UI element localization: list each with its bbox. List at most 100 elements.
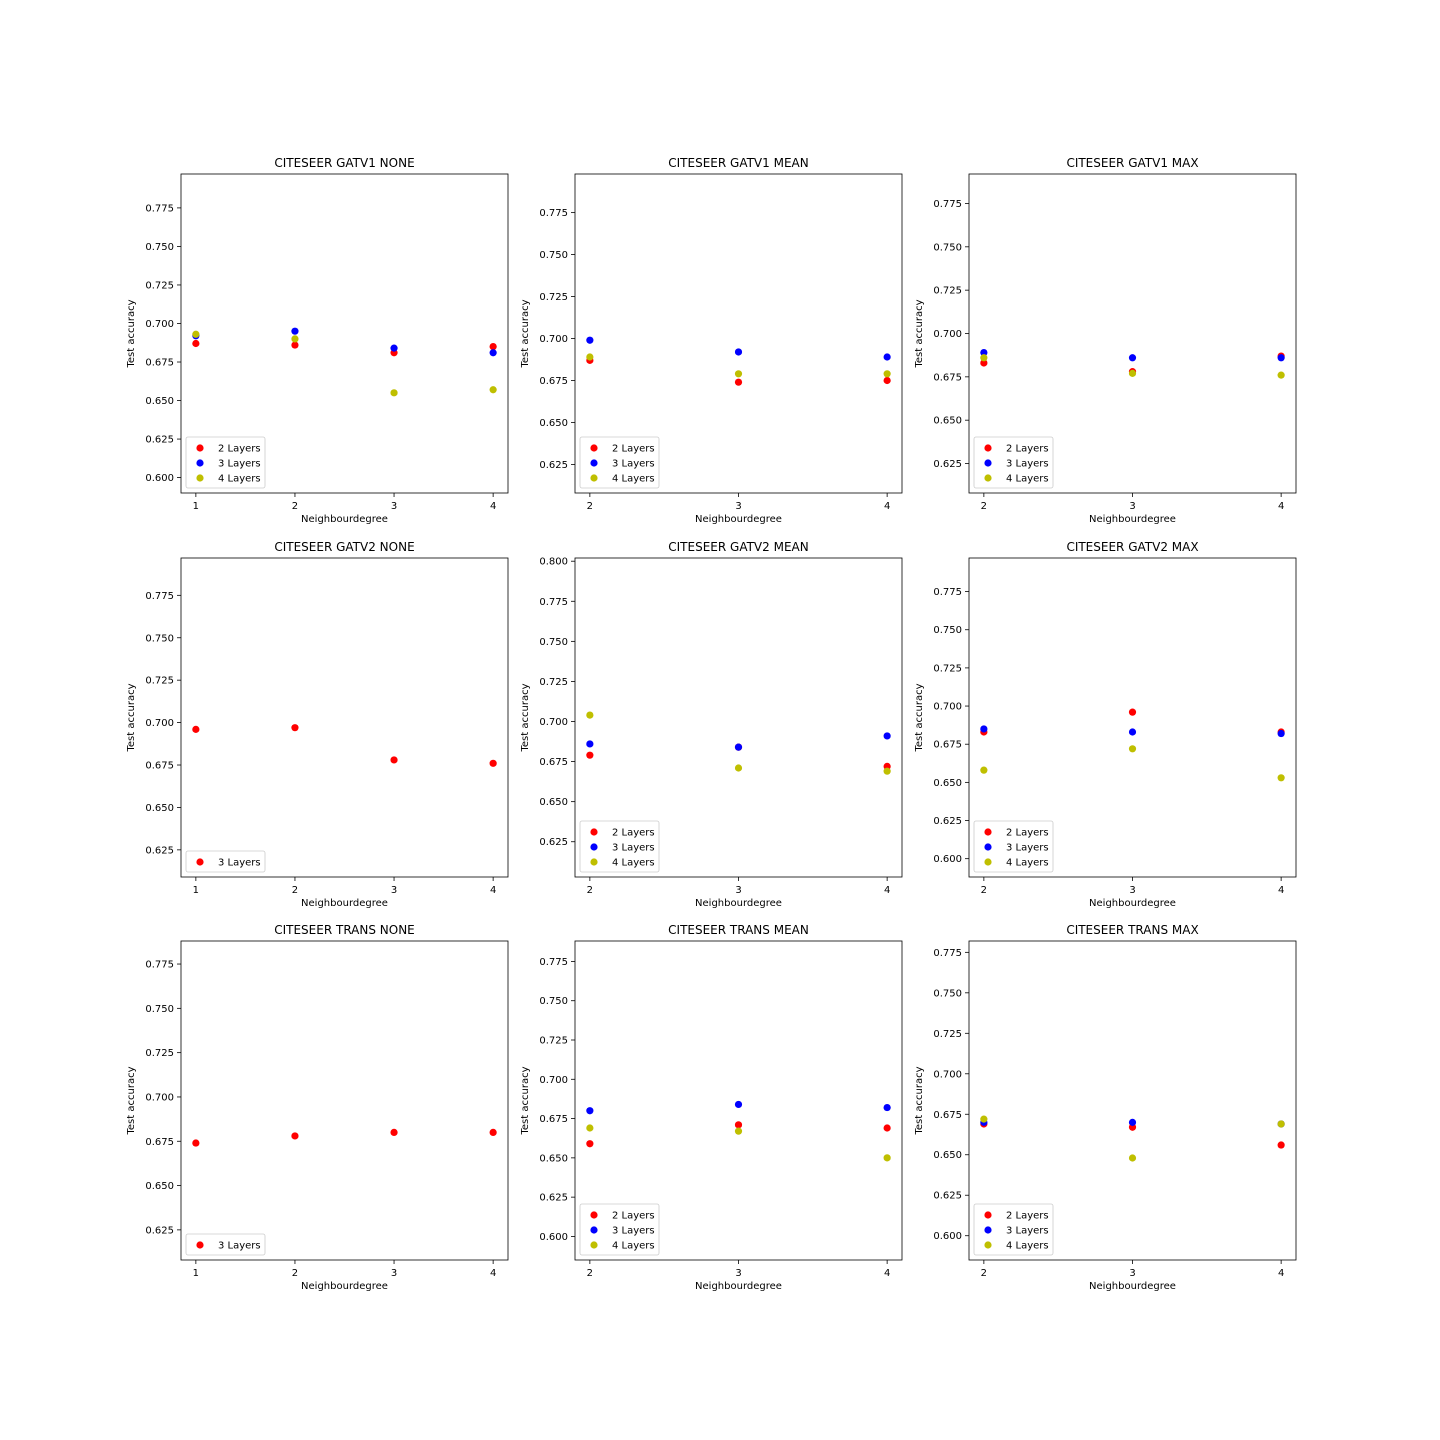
x-tick-label: 3 bbox=[1129, 1268, 1135, 1279]
x-axis-label: Neighbourdegree bbox=[1089, 514, 1176, 525]
x-tick-label: 1 bbox=[193, 501, 199, 512]
legend: 2 Layers 3 Layers 4 Layers bbox=[185, 436, 266, 489]
data-point bbox=[883, 370, 891, 378]
data-point bbox=[980, 725, 988, 733]
y-tick-label: 0.700 bbox=[539, 334, 568, 345]
y-tick-label: 0.750 bbox=[145, 242, 174, 253]
data-point bbox=[1277, 1120, 1285, 1128]
y-tick-label: 0.750 bbox=[145, 633, 174, 644]
legend-marker bbox=[590, 444, 598, 452]
data-point bbox=[586, 751, 594, 759]
y-tick-label: 0.725 bbox=[145, 1048, 174, 1059]
legend-marker bbox=[984, 444, 992, 452]
legend-marker bbox=[984, 843, 992, 851]
y-tick-label: 0.725 bbox=[539, 1036, 568, 1047]
data-point bbox=[980, 359, 988, 367]
legend-label: 4 Layers bbox=[1006, 474, 1049, 485]
legend-label: 2 Layers bbox=[1006, 1211, 1049, 1222]
y-tick-label: 0.600 bbox=[933, 854, 962, 865]
legend-label: 2 Layers bbox=[612, 828, 655, 839]
data-point bbox=[734, 1100, 743, 1109]
legend-label: 3 Layers bbox=[1006, 1226, 1049, 1237]
y-tick-label: 0.675 bbox=[933, 372, 962, 383]
data-point bbox=[192, 1139, 200, 1147]
data-point bbox=[291, 327, 299, 335]
data-point bbox=[1277, 729, 1285, 738]
data-point bbox=[734, 378, 743, 386]
y-tick-label: 0.725 bbox=[933, 1029, 962, 1040]
subplot-title: CITESEER TRANS MEAN bbox=[668, 923, 809, 937]
legend-marker bbox=[196, 474, 204, 482]
legend-marker bbox=[196, 1241, 204, 1249]
x-axis-label: Neighbourdegree bbox=[695, 1281, 782, 1292]
y-tick-label: 0.750 bbox=[933, 988, 962, 999]
legend-marker bbox=[984, 828, 992, 836]
y-tick-label: 0.600 bbox=[145, 473, 174, 484]
y-axis-label: Test accuracy bbox=[126, 299, 137, 368]
y-tick-label: 0.600 bbox=[933, 1231, 962, 1242]
y-tick-label: 0.700 bbox=[145, 1092, 174, 1103]
legend-marker bbox=[984, 1211, 992, 1219]
data-point bbox=[734, 764, 743, 772]
x-axis-label: Neighbourdegree bbox=[1089, 898, 1176, 909]
data-point bbox=[883, 1154, 891, 1162]
y-tick-label: 0.675 bbox=[539, 757, 568, 768]
data-point bbox=[883, 767, 891, 775]
y-tick-label: 0.650 bbox=[539, 418, 568, 429]
y-tick-label: 0.625 bbox=[145, 845, 174, 856]
legend-box bbox=[185, 1233, 266, 1256]
legend-label: 4 Layers bbox=[1006, 858, 1049, 869]
y-tick-label: 0.625 bbox=[145, 435, 174, 446]
x-tick-label: 3 bbox=[1129, 885, 1135, 896]
subplot-6: CITESEER GATV2 MAX 0.600 0.625 0.650 0.675 0.… bbox=[914, 540, 1297, 909]
y-tick-label: 0.600 bbox=[539, 1232, 568, 1243]
y-tick-label: 0.725 bbox=[539, 677, 568, 688]
x-tick-label: 1 bbox=[193, 885, 199, 896]
x-tick-label: 2 bbox=[292, 885, 298, 896]
legend-label: 3 Layers bbox=[1006, 843, 1049, 854]
y-tick-label: 0.650 bbox=[539, 797, 568, 808]
legend: 3 Layers bbox=[185, 1233, 266, 1256]
data-point bbox=[586, 353, 594, 361]
data-point bbox=[489, 759, 497, 767]
x-tick-label: 2 bbox=[587, 1268, 593, 1279]
y-tick-label: 0.675 bbox=[145, 761, 174, 772]
data-point bbox=[192, 339, 200, 348]
data-point bbox=[883, 1103, 891, 1112]
y-tick-label: 0.675 bbox=[539, 376, 568, 387]
subplot-title: CITESEER GATV2 MAX bbox=[1066, 540, 1198, 554]
x-tick-label: 2 bbox=[292, 1268, 298, 1279]
legend-label: 4 Layers bbox=[612, 858, 655, 869]
y-tick-label: 0.775 bbox=[539, 597, 568, 608]
y-tick-label: 0.625 bbox=[539, 1193, 568, 1204]
subplot-title: CITESEER TRANS NONE bbox=[274, 923, 415, 937]
legend-marker bbox=[590, 459, 598, 467]
y-tick-label: 0.650 bbox=[933, 416, 962, 427]
x-tick-label: 2 bbox=[981, 1268, 987, 1279]
y-tick-label: 0.775 bbox=[145, 591, 174, 602]
y-tick-label: 0.625 bbox=[539, 837, 568, 848]
legend-box bbox=[973, 436, 1054, 489]
legend-box bbox=[185, 436, 266, 489]
legend-label: 4 Layers bbox=[218, 474, 261, 485]
subplot-1: CITESEER GATV1 NONE 0.600 0.625 0.650 0.675 0… bbox=[126, 156, 509, 525]
y-tick-label: 0.675 bbox=[933, 1110, 962, 1121]
legend-marker bbox=[984, 459, 992, 467]
subplot-2: CITESEER GATV1 MEAN 0.625 0.650 0.675 0.700 0… bbox=[520, 156, 903, 525]
x-tick-label: 2 bbox=[981, 885, 987, 896]
data-point bbox=[489, 386, 497, 394]
y-tick-label: 0.625 bbox=[145, 1225, 174, 1236]
x-axis-label: Neighbourdegree bbox=[695, 898, 782, 909]
data-point bbox=[291, 335, 299, 343]
subplot-title: CITESEER GATV1 MAX bbox=[1066, 156, 1198, 170]
y-tick-label: 0.650 bbox=[933, 778, 962, 789]
y-tick-label: 0.700 bbox=[933, 1069, 962, 1080]
data-point bbox=[586, 711, 594, 719]
data-point bbox=[1277, 371, 1285, 379]
legend-marker bbox=[590, 1241, 598, 1249]
data-point bbox=[734, 1121, 743, 1129]
data-point bbox=[883, 732, 891, 740]
data-point bbox=[192, 725, 200, 733]
legend-label: 4 Layers bbox=[612, 474, 655, 485]
